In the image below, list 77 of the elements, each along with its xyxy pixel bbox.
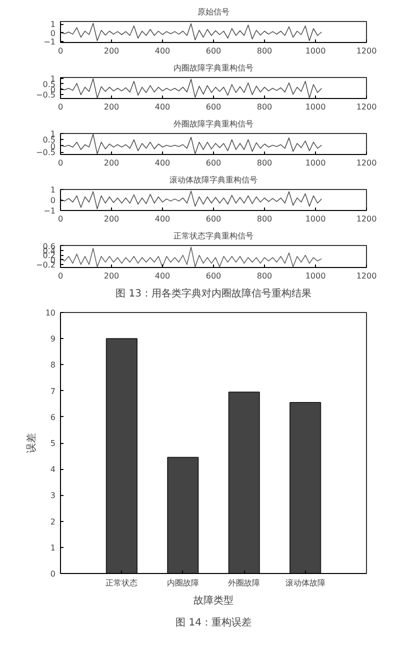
y-tick-label: 0 bbox=[50, 570, 56, 578]
chart-title: 滚动体故障字典重构信号 bbox=[170, 176, 258, 184]
x-tick-label: 200 bbox=[104, 214, 120, 224]
x-tick-label: 0 bbox=[58, 214, 64, 224]
x-tick-label: 1200 bbox=[356, 46, 377, 56]
x-tick-label: 600 bbox=[206, 46, 222, 56]
line-series bbox=[60, 190, 322, 210]
caption: 图 13：用各类字典对内圈故障信号重构结果 bbox=[116, 288, 312, 300]
y-tick-label: −1 bbox=[44, 38, 56, 47]
x-tick-label: 外圈故障 bbox=[228, 578, 260, 588]
x-tick-label: 0 bbox=[58, 158, 64, 168]
bar bbox=[106, 338, 138, 574]
y-tick-label: 1 bbox=[50, 186, 56, 194]
y-tick-label: 0 bbox=[50, 196, 56, 205]
x-tick-label: 200 bbox=[104, 272, 120, 280]
x-tick-label: 600 bbox=[206, 158, 222, 168]
x-tick-label: 800 bbox=[256, 46, 272, 56]
x-tick-label: 400 bbox=[154, 214, 170, 224]
y-tick-label: 7 bbox=[50, 386, 56, 396]
x-tick-label: 200 bbox=[104, 158, 120, 168]
y-tick-label: −0.5 bbox=[36, 90, 56, 100]
x-tick-label: 1000 bbox=[305, 272, 326, 280]
line-series bbox=[60, 78, 322, 98]
y-tick-label: 6 bbox=[50, 412, 56, 422]
x-tick-label: 正常状态 bbox=[106, 578, 138, 588]
y-tick-label: 8 bbox=[50, 360, 56, 370]
bar bbox=[290, 402, 322, 574]
chart-title: 原始信号 bbox=[198, 8, 230, 16]
x-axis-title: 故障类型 bbox=[194, 594, 234, 606]
line-series bbox=[60, 246, 322, 268]
x-tick-label: 600 bbox=[206, 272, 222, 280]
y-tick-label: 10 bbox=[45, 308, 56, 318]
caption: 图 14：重构误差 bbox=[176, 616, 252, 628]
x-tick-label: 0 bbox=[58, 46, 64, 56]
y-tick-label: 1 bbox=[50, 543, 56, 552]
x-tick-label: 1000 bbox=[305, 102, 326, 112]
x-tick-label: 1200 bbox=[356, 214, 377, 224]
x-tick-label: 800 bbox=[256, 102, 272, 112]
x-tick-label: 内圈故障 bbox=[166, 578, 199, 588]
x-tick-label: 400 bbox=[154, 158, 170, 168]
x-tick-label: 600 bbox=[206, 214, 222, 224]
x-tick-label: 1000 bbox=[305, 158, 326, 168]
y-tick-label: 9 bbox=[50, 334, 56, 344]
x-tick-label: 800 bbox=[256, 214, 272, 224]
y-tick-label: 1 bbox=[50, 20, 56, 30]
line-series bbox=[60, 134, 322, 154]
chart-title: 正常状态字典重构信号 bbox=[174, 232, 254, 240]
x-tick-label: 400 bbox=[154, 102, 170, 112]
x-tick-label: 0 bbox=[58, 102, 64, 112]
x-tick-label: 1000 bbox=[305, 214, 326, 224]
x-tick-label: 600 bbox=[206, 102, 222, 112]
x-tick-label: 200 bbox=[104, 102, 120, 112]
y-tick-label: 5 bbox=[50, 439, 56, 448]
chart-title: 内圈故障字典重构信号 bbox=[174, 64, 254, 72]
bar bbox=[228, 392, 260, 574]
x-tick-label: 1200 bbox=[356, 272, 377, 280]
chart-title: 外圈故障字典重构信号 bbox=[174, 120, 254, 128]
x-tick-label: 800 bbox=[256, 272, 272, 280]
x-tick-label: 1200 bbox=[356, 102, 377, 112]
y-tick-label: −0.5 bbox=[36, 148, 56, 158]
x-tick-label: 400 bbox=[154, 46, 170, 56]
x-tick-label: 1000 bbox=[305, 46, 326, 56]
y-axis-title: 误差 bbox=[25, 433, 38, 453]
x-tick-label: 1200 bbox=[356, 158, 377, 168]
x-tick-label: 滚动体故障 bbox=[285, 578, 326, 588]
line-series bbox=[60, 22, 322, 42]
x-tick-label: 0 bbox=[58, 272, 64, 280]
y-tick-label: 2 bbox=[50, 517, 56, 526]
y-tick-label: 3 bbox=[50, 491, 56, 500]
y-tick-label: 0 bbox=[50, 28, 56, 38]
x-tick-label: 800 bbox=[256, 158, 272, 168]
y-tick-label: 0 bbox=[50, 142, 56, 151]
y-tick-label: 4 bbox=[50, 465, 56, 474]
bar bbox=[167, 456, 199, 574]
x-tick-label: 400 bbox=[154, 272, 170, 280]
y-tick-label: −1 bbox=[44, 206, 56, 216]
x-tick-label: 200 bbox=[104, 46, 120, 56]
